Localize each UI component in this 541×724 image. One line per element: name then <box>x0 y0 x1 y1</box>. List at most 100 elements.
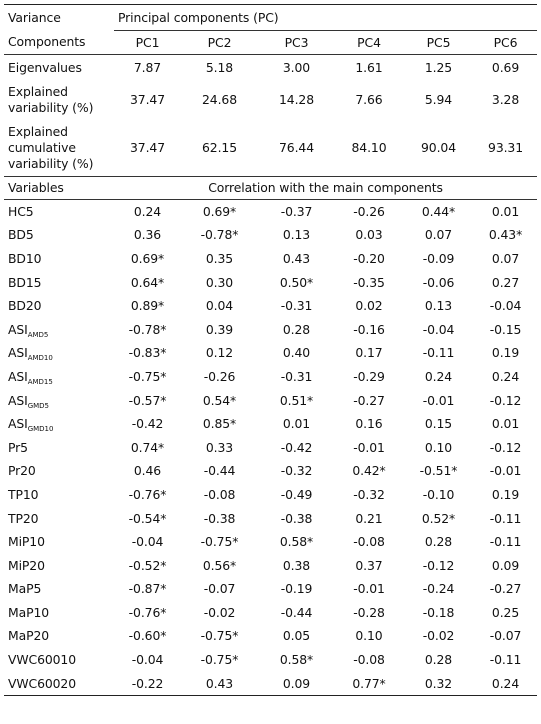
correlation-value: 0.38 <box>282 557 311 573</box>
variables-label: Variables <box>4 176 114 200</box>
correlation-value: -0.37 <box>280 203 313 219</box>
correlation-value: -0.28 <box>353 604 385 620</box>
correlation-value: 0.02 <box>355 298 383 314</box>
correlation-value: -0.44 <box>203 463 236 479</box>
correlation-value: 0.50* <box>279 274 314 290</box>
correlation-value: -0.18 <box>422 604 455 620</box>
correlation-value: 0.35 <box>205 250 234 266</box>
correlation-value: -0.06 <box>422 274 455 290</box>
correlation-value: 0.89* <box>130 298 165 314</box>
correlation-value: 0.30 <box>205 274 234 290</box>
correlation-value: -0.60* <box>128 628 167 644</box>
correlation-value: -0.32 <box>353 486 385 502</box>
variance-value: 84.10 <box>335 119 403 177</box>
variable-name-cell: MiP20 <box>4 554 114 578</box>
correlation-value: -0.38 <box>280 510 313 526</box>
correlation-header: Correlation with the main components <box>114 176 538 200</box>
correlation-value: 0.42* <box>352 463 386 479</box>
variable-name-cell: BD20 <box>4 294 114 318</box>
variable-name: MaP20 <box>8 628 50 644</box>
variance-label-line: cumulative <box>8 139 76 155</box>
correlation-value: -0.27 <box>353 392 385 408</box>
variable-row: TP10 -0.76* -0.08 -0.49 -0.32 -0.10 0.19 <box>4 483 537 507</box>
pc-header: PC6 <box>474 30 538 55</box>
variance-row: Explained variability (%) 37.47 24.68 14.28 7… <box>4 81 537 120</box>
variable-row: BD15 0.64* 0.30 0.50* -0.35 -0.06 0.27 <box>4 271 537 295</box>
correlation-value: 0.44* <box>421 203 456 219</box>
variance-value: 62.15 <box>181 119 258 177</box>
correlation-value: -0.11 <box>489 534 522 550</box>
variable-name-cell: Pr20 <box>4 460 114 484</box>
variable-name-cell: BD10 <box>4 247 114 271</box>
variable-row: ASIGMD5 -0.57* 0.54* 0.51* -0.27 -0.01 -0.12 <box>4 389 537 413</box>
correlation-value: 0.15 <box>424 416 453 432</box>
correlation-value: 0.09 <box>491 557 520 573</box>
variables-header-row: Variables Correlation with the main compo… <box>4 176 538 200</box>
correlation-value: -0.04 <box>489 298 522 314</box>
correlation-value: 0.28 <box>424 652 453 668</box>
correlation-value: -0.22 <box>114 671 181 697</box>
variable-name: ASI <box>8 368 28 384</box>
correlation-value: -0.24 <box>422 581 455 597</box>
correlation-value: 0.01 <box>491 416 520 432</box>
variance-label-line: variability (%) <box>8 100 94 115</box>
correlation-value: 0.64* <box>130 274 165 290</box>
correlation-value: 0.24 <box>424 368 453 384</box>
variable-name: ASI <box>8 416 28 432</box>
corner-label-line2: Components <box>4 30 114 55</box>
variance-label-line: Explained <box>8 123 68 139</box>
variable-name: BD10 <box>8 250 42 266</box>
correlation-value: -0.15 <box>489 321 522 337</box>
correlation-value: 0.43* <box>488 227 523 243</box>
correlation-value: 0.69* <box>202 203 237 219</box>
correlation-value: -0.32 <box>280 463 313 479</box>
correlation-value: 0.25 <box>491 604 520 620</box>
variable-name: ASI <box>8 345 28 361</box>
correlation-value: 0.58* <box>279 652 314 668</box>
variable-row: MaP5 -0.87* -0.07 -0.19 -0.01 -0.24 -0.27 <box>4 578 537 602</box>
correlation-value: 0.13 <box>424 298 453 314</box>
correlation-value: 0.40 <box>282 345 311 361</box>
correlation-value: -0.02 <box>422 628 455 644</box>
correlation-value: 0.21 <box>355 510 383 526</box>
correlation-value: 0.05 <box>282 628 311 644</box>
variance-value: 5.18 <box>205 59 234 75</box>
variance-row: Explained cumulative variability (%) 37.47 6… <box>4 119 538 177</box>
correlation-value: 0.43 <box>181 671 258 697</box>
variable-row: Pr20 0.46 -0.44 -0.32 0.42* -0.51* -0.01 <box>4 460 537 484</box>
variable-name-cell: VWC60010 <box>4 648 114 672</box>
variable-row: BD5 0.36 -0.78* 0.13 0.03 0.07 0.43* <box>4 224 537 248</box>
variable-name-cell: MaP20 <box>4 625 114 649</box>
variable-name-cell: BD5 <box>4 224 114 248</box>
correlation-value: -0.07 <box>203 581 236 597</box>
variable-name: Pr20 <box>8 463 36 479</box>
correlation-value: 0.74* <box>130 439 165 455</box>
correlation-value: 0.58* <box>279 534 314 550</box>
correlation-value: 0.36 <box>133 227 162 243</box>
correlation-value: -0.31 <box>280 298 313 314</box>
correlation-value: -0.26 <box>203 368 236 384</box>
correlation-value: 0.10 <box>355 628 383 644</box>
variable-name: BD15 <box>8 274 42 290</box>
correlation-value: 0.52* <box>421 510 456 526</box>
variance-label-line: Explained <box>8 84 68 99</box>
variance-row-label: Eigenvalues <box>4 55 114 81</box>
variable-row: ASIAMD10 -0.83* 0.12 0.40 0.17 -0.11 0.19 <box>4 342 537 366</box>
variable-name-cell: MiP10 <box>4 530 114 554</box>
variable-subscript: AMD10 <box>27 354 53 363</box>
variable-row: ASIAMD15 -0.75* -0.26 -0.31 -0.29 0.24 0.24 <box>4 365 537 389</box>
correlation-value: -0.01 <box>489 463 522 479</box>
variance-value: 1.61 <box>355 59 383 75</box>
variable-name-cell: VWC60020 <box>4 671 114 697</box>
correlation-value: -0.20 <box>353 250 385 266</box>
correlation-value: -0.08 <box>353 534 385 550</box>
correlation-value: -0.09 <box>422 250 455 266</box>
variance-row: Eigenvalues 7.87 5.18 3.00 1.61 1.25 0.69 <box>4 55 537 81</box>
variance-row-label: Explained variability (%) <box>4 81 114 120</box>
correlation-value: 0.16 <box>355 416 383 432</box>
variable-name-cell: ASIGMD5 <box>4 389 114 413</box>
correlation-value: -0.31 <box>280 368 313 384</box>
correlation-value: 0.10 <box>424 439 453 455</box>
variable-row: ASIAMD5 -0.78* 0.39 0.28 -0.16 -0.04 -0.15 <box>4 318 537 342</box>
correlation-value: -0.08 <box>353 652 385 668</box>
